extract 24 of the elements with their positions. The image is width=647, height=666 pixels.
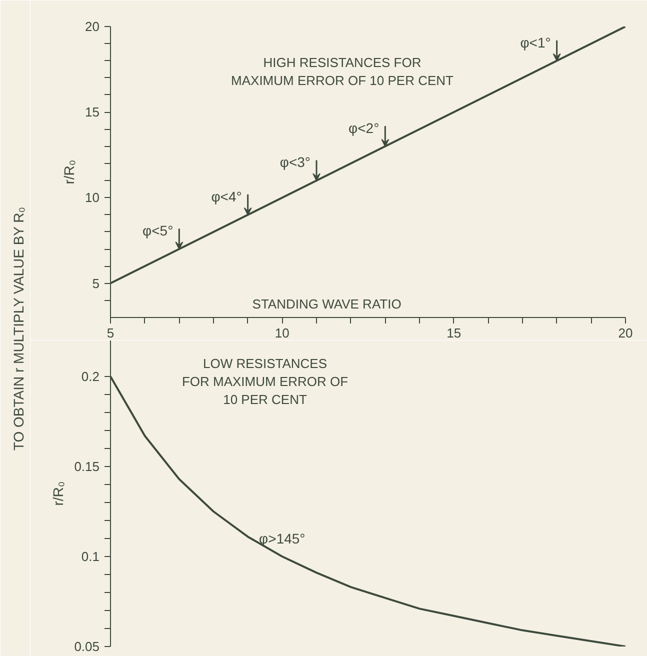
annotation: φ<2° (348, 120, 380, 136)
y-tick-label: 10 (85, 190, 100, 206)
annotation: φ>145° (259, 530, 306, 546)
y-tick-label: 0.15 (74, 459, 100, 474)
y-axis-title: r/R₀ (50, 481, 66, 506)
annotation: φ<5° (142, 222, 174, 239)
text: TO OBTAIN r MULTIPLY VALUE BY R₀ (10, 206, 26, 451)
annotation: LOW RESISTANCES FOR MAXIMUM ERROR OF 10 PER CENT (182, 356, 348, 408)
x-tick-label: 10 (274, 326, 290, 340)
y-tick-label: 0.05 (74, 639, 100, 654)
y-axis-title: r/R₀ (61, 160, 78, 184)
x-axis-title: STANDING WAVE RATIO (252, 296, 402, 312)
y-tick-label: 0.2 (81, 369, 100, 384)
x-tick-label: 5 (106, 326, 114, 340)
y-tick-label: 5 (92, 276, 100, 291)
annotation: φ<4° (211, 188, 242, 204)
y-tick-label: 20 (85, 19, 100, 34)
annotation: φ<3° (280, 154, 310, 170)
x-tick-label: 15 (446, 326, 462, 340)
y-tick-label: 0.1 (81, 549, 100, 564)
annotation: φ<1° (520, 34, 551, 50)
y-tick-label: 15 (85, 104, 100, 120)
x-tick-label: 20 (618, 326, 633, 340)
annotation: HIGH RESISTANCES FOR MAXIMUM ERROR OF 10 PER CENT (231, 55, 454, 88)
